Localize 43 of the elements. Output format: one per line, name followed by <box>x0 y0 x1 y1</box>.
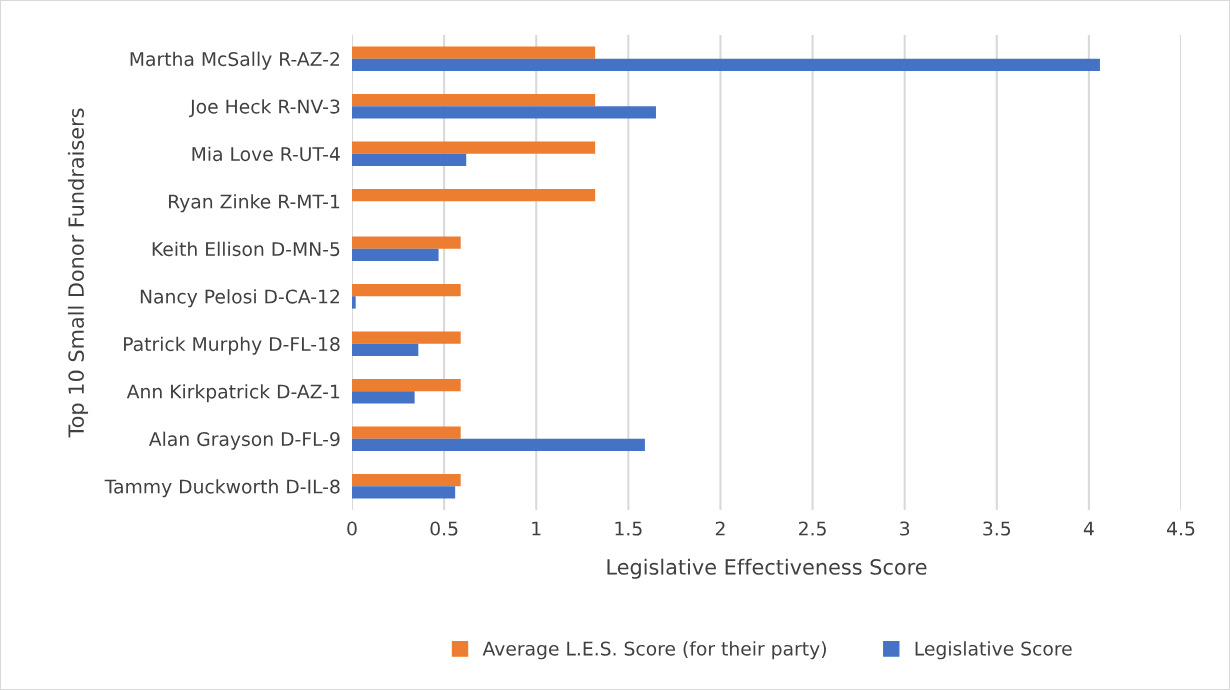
bar <box>352 486 456 499</box>
bar <box>352 46 596 59</box>
bar <box>352 378 461 392</box>
x-tick-label: 3.5 <box>983 521 1011 536</box>
bar <box>352 426 461 439</box>
bar <box>352 438 645 452</box>
bar <box>352 343 419 357</box>
y-tick-label: Joe Heck R-NV-3 <box>189 99 340 118</box>
bar <box>352 93 596 107</box>
x-tick-label: 3 <box>900 521 910 536</box>
x-tick-label: 4.5 <box>1167 521 1195 536</box>
x-tick-label: 2.5 <box>799 521 826 536</box>
y-tick-label: Keith Ellison D-MN-5 <box>152 241 340 257</box>
y-tick-label: Ryan Zinke R-MT-1 <box>169 194 340 213</box>
bar <box>352 236 461 249</box>
bar <box>352 473 461 487</box>
bar <box>352 106 656 119</box>
bar <box>352 331 461 344</box>
bar <box>352 391 415 404</box>
bar <box>352 248 439 262</box>
legend-label: Legislative Score <box>915 641 1072 660</box>
y-tick-label: Ann Kirkpatrick D-AZ-1 <box>126 384 340 403</box>
x-tick-label: 1 <box>532 521 541 536</box>
y-tick-label: Tammy Duckworth D-IL-8 <box>104 479 340 498</box>
bar <box>352 188 596 202</box>
bar <box>352 296 356 309</box>
y-tick-label: Martha McSally R-AZ-2 <box>130 51 340 70</box>
bar <box>352 58 1100 72</box>
x-tick-label: 4 <box>1083 521 1094 536</box>
legend-label: Average L.E.S. Score (for their party) <box>482 641 826 660</box>
bar <box>352 153 467 167</box>
y-axis-title: Top 10 Small Donor Fundraisers <box>67 108 89 438</box>
y-tick-label: Mia Love R-UT-4 <box>192 146 340 162</box>
x-tick-label: 0 <box>347 521 357 536</box>
y-tick-label: Alan Grayson D-FL-9 <box>148 431 340 450</box>
x-axis-title: Legislative Effectiveness Score <box>607 558 927 579</box>
y-tick-label: Nancy Pelosi D-CA-12 <box>140 289 340 308</box>
y-tick-label: Patrick Murphy D-FL-18 <box>124 336 340 355</box>
x-tick-label: 2 <box>715 521 725 536</box>
bar <box>352 283 461 297</box>
x-tick-label: 1.5 <box>615 521 642 536</box>
x-tick-label: 0.5 <box>430 521 458 536</box>
bar <box>352 141 596 154</box>
